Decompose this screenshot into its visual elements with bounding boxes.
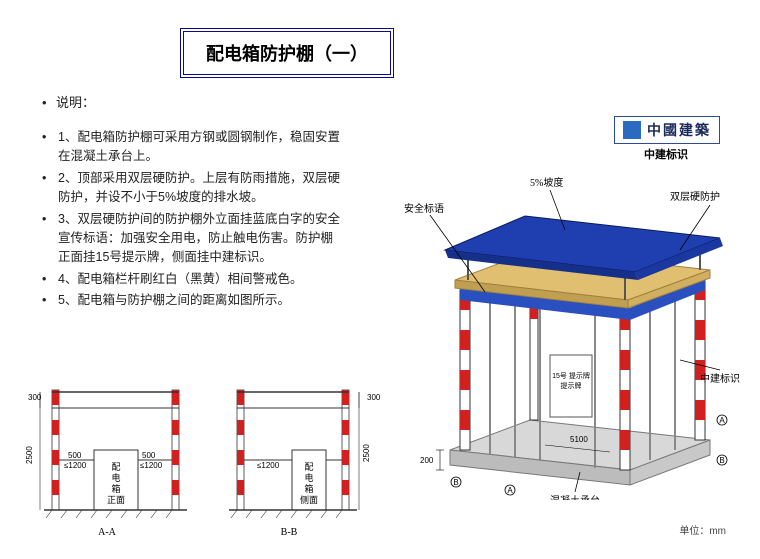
logo-icon — [623, 121, 641, 139]
svg-text:2500: 2500 — [362, 444, 371, 462]
annot-sign: 中建标识 — [700, 372, 740, 385]
dim-height: 200 — [420, 456, 434, 465]
list-item: 3、双层硬防护间的防护棚外立面挂蓝底白字的安全宣传标语：加强安全用电，防止触电伤… — [42, 210, 342, 268]
svg-text:≤1200: ≤1200 — [64, 461, 87, 470]
page-title: 配电箱防护棚（一） — [180, 28, 394, 78]
svg-text:≤1200: ≤1200 — [257, 461, 280, 470]
list-item: 1、配电箱防护棚可采用方钢或圆钢制作，稳固安置在混凝土承台上。 — [42, 128, 342, 167]
dim-width: 5100 — [570, 435, 588, 444]
svg-text:电: 电 — [304, 472, 313, 483]
svg-text:2500: 2500 — [25, 446, 34, 464]
instruction-list: 1、配电箱防护棚可采用方钢或圆钢制作，稳固安置在混凝土承台上。 2、顶部采用双层… — [42, 128, 342, 312]
logo-text: 中國建築 — [647, 120, 711, 140]
elevation-diagrams: 配 电 箱 正面 300 2500 500 500 ≤1200 ≤1200 A-… — [22, 370, 382, 545]
elevation-b: 配 电 箱 侧面 300 2500 ≤1200 B-B — [229, 390, 381, 538]
unit-label: 单位：mm — [679, 522, 726, 537]
post-front-left — [460, 290, 470, 450]
annot-base: 混凝土承台 — [550, 494, 600, 500]
svg-text:箱: 箱 — [304, 483, 313, 494]
svg-text:箱: 箱 — [111, 483, 120, 494]
svg-text:配: 配 — [111, 462, 120, 472]
isometric-diagram: 15号 提示牌 提示牌 安全标语 5%坡度 双层硬防护 中建标识 混凝土承台 2… — [400, 160, 740, 500]
list-item: 5、配电箱与防护棚之间的距离如图所示。 — [42, 291, 342, 310]
annot-slope: 5%坡度 — [530, 176, 563, 189]
list-item: 2、顶部采用双层硬防护。上层有防雨措施，双层硬防护，并设不小于5%坡度的排水坡。 — [42, 169, 342, 208]
svg-text:≤1200: ≤1200 — [140, 461, 163, 470]
svg-text:配: 配 — [304, 462, 313, 472]
svg-text:B: B — [719, 456, 724, 465]
placard-label: 15号 提示牌 — [552, 371, 590, 380]
svg-text:300: 300 — [367, 393, 381, 402]
list-item: 4、配电箱栏杆刷红白（黑黄）相间警戒色。 — [42, 270, 342, 289]
svg-text:正面: 正面 — [107, 495, 125, 505]
svg-text:侧面: 侧面 — [300, 494, 318, 505]
section-label-a: A-A — [98, 527, 117, 538]
elevation-a: 配 电 箱 正面 300 2500 500 500 ≤1200 ≤1200 A-… — [25, 390, 187, 538]
svg-text:A: A — [507, 486, 513, 495]
post-back-right — [695, 280, 705, 440]
svg-text:B: B — [453, 478, 458, 487]
svg-text:A: A — [719, 416, 725, 425]
annot-safety: 安全标语 — [404, 202, 444, 215]
description-label: •说明： — [42, 92, 95, 111]
annot-double-layer: 双层硬防护 — [670, 190, 720, 203]
company-logo: 中國建築 — [614, 116, 720, 144]
svg-text:500: 500 — [68, 451, 82, 460]
section-label-b: B-B — [281, 527, 298, 538]
svg-text:提示牌: 提示牌 — [561, 381, 582, 390]
post-front-right — [620, 310, 630, 470]
svg-text:500: 500 — [142, 451, 156, 460]
svg-text:电: 电 — [111, 472, 120, 483]
